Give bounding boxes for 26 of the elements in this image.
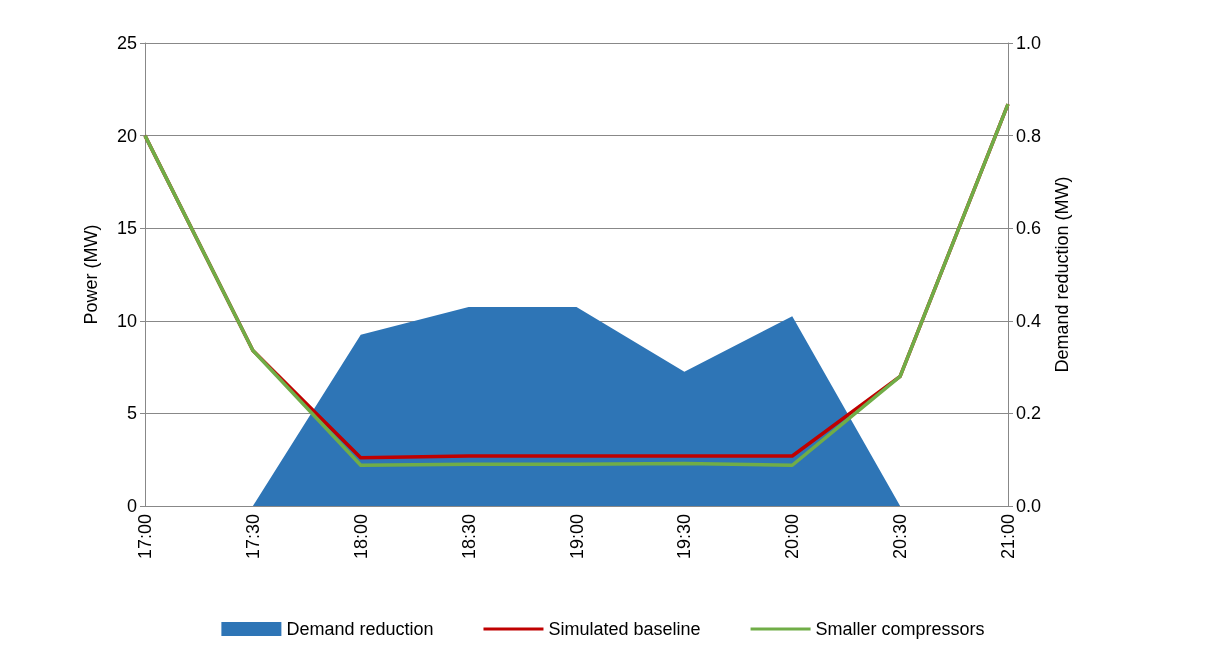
x-tick-label: 19:00 [566, 514, 587, 560]
y-tick-label: 10 [116, 310, 137, 331]
y-tick-label: 15 [116, 218, 137, 239]
y-tick-label: 0 [126, 496, 137, 516]
y2-tick-label: 0.0 [1016, 496, 1042, 516]
y-tick-label: 20 [116, 125, 137, 146]
legend-label: Smaller compressors [815, 619, 985, 639]
y2-tick-label: 0.6 [1016, 218, 1042, 239]
x-tick-label: 21:00 [998, 514, 1018, 560]
y2-tick-label: 0.8 [1016, 125, 1042, 146]
y2-tick-label: 0.4 [1016, 310, 1042, 331]
y2-tick-label: 0.2 [1016, 403, 1042, 424]
x-tick-label: 18:30 [458, 514, 479, 560]
x-tick-label: 17:00 [135, 514, 155, 560]
x-tick-label: 20:30 [890, 514, 911, 560]
legend-label: Demand reduction [286, 619, 434, 639]
legend-label: Simulated baseline [548, 619, 701, 639]
y2-tick-label: 1.0 [1016, 33, 1042, 53]
x-tick-label: 20:00 [782, 514, 803, 560]
x-tick-label: 17:30 [242, 514, 263, 560]
y2-axis-title: Demand reduction (MW) [1052, 176, 1072, 373]
y-axis-title: Power (MW) [81, 224, 101, 325]
y-tick-label: 25 [116, 33, 137, 53]
x-tick-label: 18:00 [350, 514, 371, 560]
x-tick-label: 19:30 [674, 514, 695, 560]
y-tick-label: 5 [126, 403, 137, 424]
